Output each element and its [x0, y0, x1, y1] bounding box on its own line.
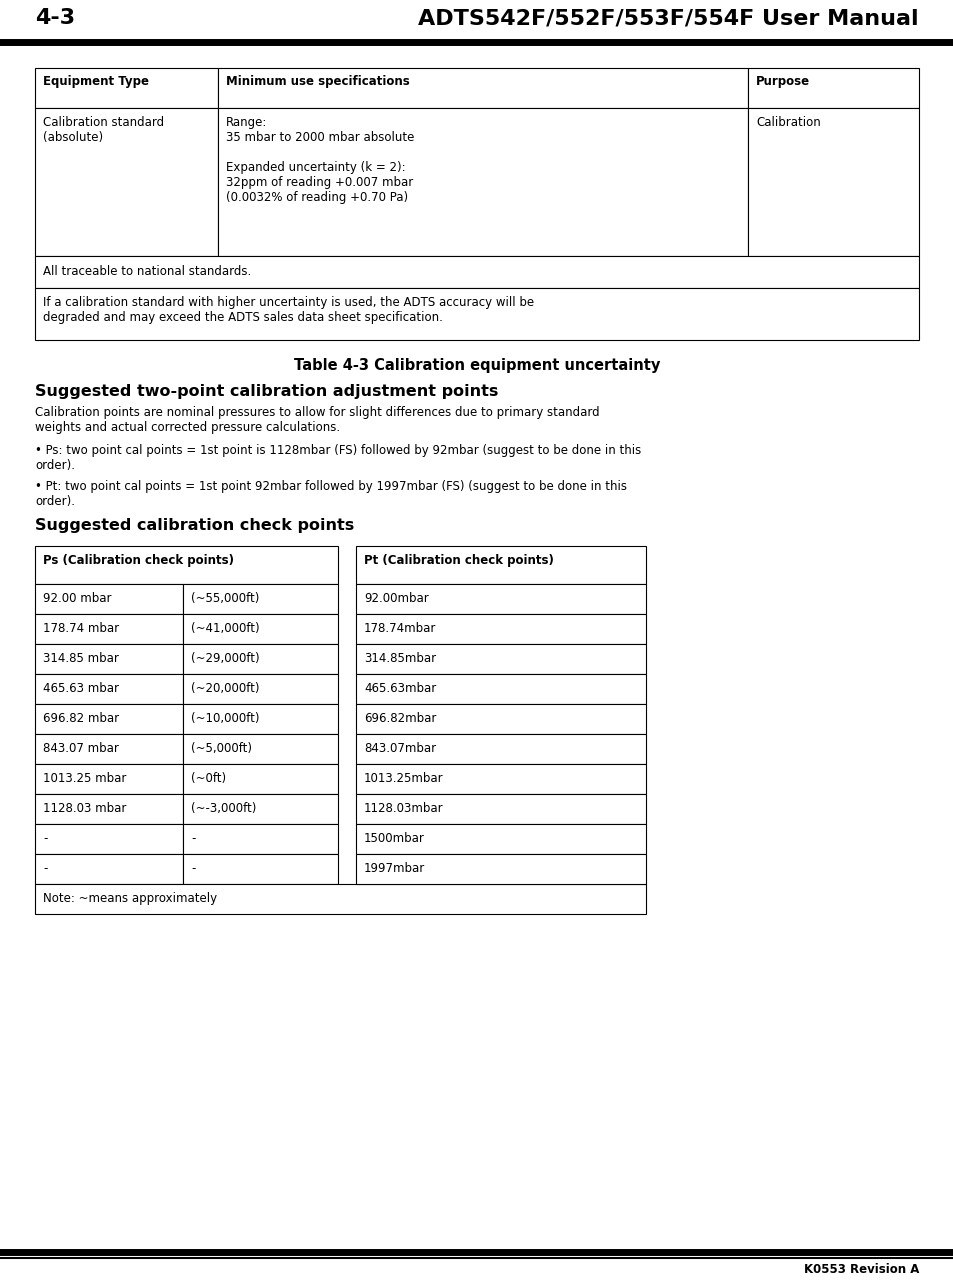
Bar — [183, 764, 337, 794]
Text: 4-3: 4-3 — [35, 8, 75, 28]
Text: 178.74 mbar: 178.74 mbar — [43, 622, 119, 634]
Text: 92.00mbar: 92.00mbar — [364, 592, 428, 605]
Bar — [355, 734, 645, 764]
Text: Suggested calibration check points: Suggested calibration check points — [35, 517, 354, 533]
Bar — [35, 584, 183, 614]
Bar — [183, 824, 337, 855]
Bar — [35, 674, 183, 704]
Text: 314.85 mbar: 314.85 mbar — [43, 653, 119, 665]
Bar — [35, 546, 337, 584]
Bar — [747, 68, 918, 108]
Bar — [355, 614, 645, 644]
Bar — [183, 734, 337, 764]
Text: 1128.03mbar: 1128.03mbar — [364, 802, 443, 815]
Text: K0553 Revision A: K0553 Revision A — [802, 1263, 918, 1275]
Bar — [218, 68, 747, 108]
Text: Equipment Type: Equipment Type — [43, 75, 149, 88]
Text: -: - — [43, 831, 48, 846]
Text: Ps (Calibration check points): Ps (Calibration check points) — [43, 553, 233, 568]
Text: 92.00 mbar: 92.00 mbar — [43, 592, 112, 605]
Text: 1013.25 mbar: 1013.25 mbar — [43, 772, 126, 785]
Bar — [35, 704, 183, 734]
Text: Calibration standard
(absolute): Calibration standard (absolute) — [43, 116, 164, 144]
Text: Note: ~means approximately: Note: ~means approximately — [43, 892, 217, 905]
Bar — [355, 855, 645, 884]
Text: (~41,000ft): (~41,000ft) — [191, 622, 259, 634]
Bar — [355, 674, 645, 704]
Bar — [183, 584, 337, 614]
Text: 1997mbar: 1997mbar — [364, 862, 425, 875]
Bar — [35, 614, 183, 644]
Bar — [218, 108, 747, 256]
Bar — [355, 824, 645, 855]
Bar — [747, 108, 918, 256]
Text: (~5,000ft): (~5,000ft) — [191, 743, 252, 755]
Text: • Ps: two point cal points = 1st point is 1128mbar (FS) followed by 92mbar (sugg: • Ps: two point cal points = 1st point i… — [35, 444, 640, 472]
Text: (~10,000ft): (~10,000ft) — [191, 712, 259, 725]
Text: 1013.25mbar: 1013.25mbar — [364, 772, 443, 785]
Bar — [355, 764, 645, 794]
Text: Purpose: Purpose — [755, 75, 809, 88]
Text: Pt (Calibration check points): Pt (Calibration check points) — [364, 553, 554, 568]
Bar — [35, 644, 183, 674]
Bar — [35, 288, 918, 340]
Bar — [35, 734, 183, 764]
Text: 1128.03 mbar: 1128.03 mbar — [43, 802, 126, 815]
Text: (~29,000ft): (~29,000ft) — [191, 653, 259, 665]
Bar — [35, 794, 183, 824]
Text: Suggested two-point calibration adjustment points: Suggested two-point calibration adjustme… — [35, 384, 497, 399]
Text: 178.74mbar: 178.74mbar — [364, 622, 436, 634]
Text: 843.07mbar: 843.07mbar — [364, 743, 436, 755]
Bar — [35, 68, 218, 108]
Bar — [183, 855, 337, 884]
Text: 314.85mbar: 314.85mbar — [364, 653, 436, 665]
Text: 696.82mbar: 696.82mbar — [364, 712, 436, 725]
Text: Minimum use specifications: Minimum use specifications — [226, 75, 410, 88]
Bar — [355, 644, 645, 674]
Text: 465.63 mbar: 465.63 mbar — [43, 682, 119, 695]
Text: Range:
35 mbar to 2000 mbar absolute

Expanded uncertainty (k = 2):
32ppm of rea: Range: 35 mbar to 2000 mbar absolute Exp… — [226, 116, 414, 205]
Text: -: - — [191, 831, 195, 846]
Bar — [183, 614, 337, 644]
Text: Table 4-3 Calibration equipment uncertainty: Table 4-3 Calibration equipment uncertai… — [294, 358, 659, 373]
Bar — [35, 764, 183, 794]
Text: -: - — [43, 862, 48, 875]
Text: • Pt: two point cal points = 1st point 92mbar followed by 1997mbar (FS) (suggest: • Pt: two point cal points = 1st point 9… — [35, 480, 626, 508]
Bar — [35, 824, 183, 855]
Text: All traceable to national standards.: All traceable to national standards. — [43, 265, 251, 278]
Bar — [183, 674, 337, 704]
Bar — [355, 704, 645, 734]
Bar — [183, 704, 337, 734]
Text: (~55,000ft): (~55,000ft) — [191, 592, 259, 605]
Text: Calibration: Calibration — [755, 116, 820, 129]
Text: 696.82 mbar: 696.82 mbar — [43, 712, 119, 725]
Bar — [35, 855, 183, 884]
Text: -: - — [191, 862, 195, 875]
Text: 465.63mbar: 465.63mbar — [364, 682, 436, 695]
Text: ADTS542F/552F/553F/554F User Manual: ADTS542F/552F/553F/554F User Manual — [418, 8, 918, 28]
Text: If a calibration standard with higher uncertainty is used, the ADTS accuracy wil: If a calibration standard with higher un… — [43, 296, 534, 324]
Bar — [355, 546, 645, 584]
Text: 1500mbar: 1500mbar — [364, 831, 424, 846]
Bar — [183, 644, 337, 674]
Bar — [35, 108, 218, 256]
Bar — [35, 884, 645, 914]
Bar — [35, 256, 918, 288]
Bar — [355, 584, 645, 614]
Text: 843.07 mbar: 843.07 mbar — [43, 743, 119, 755]
Text: (~-3,000ft): (~-3,000ft) — [191, 802, 256, 815]
Text: Calibration points are nominal pressures to allow for slight differences due to : Calibration points are nominal pressures… — [35, 405, 599, 434]
Bar — [355, 794, 645, 824]
Text: (~0ft): (~0ft) — [191, 772, 226, 785]
Bar — [183, 794, 337, 824]
Text: (~20,000ft): (~20,000ft) — [191, 682, 259, 695]
